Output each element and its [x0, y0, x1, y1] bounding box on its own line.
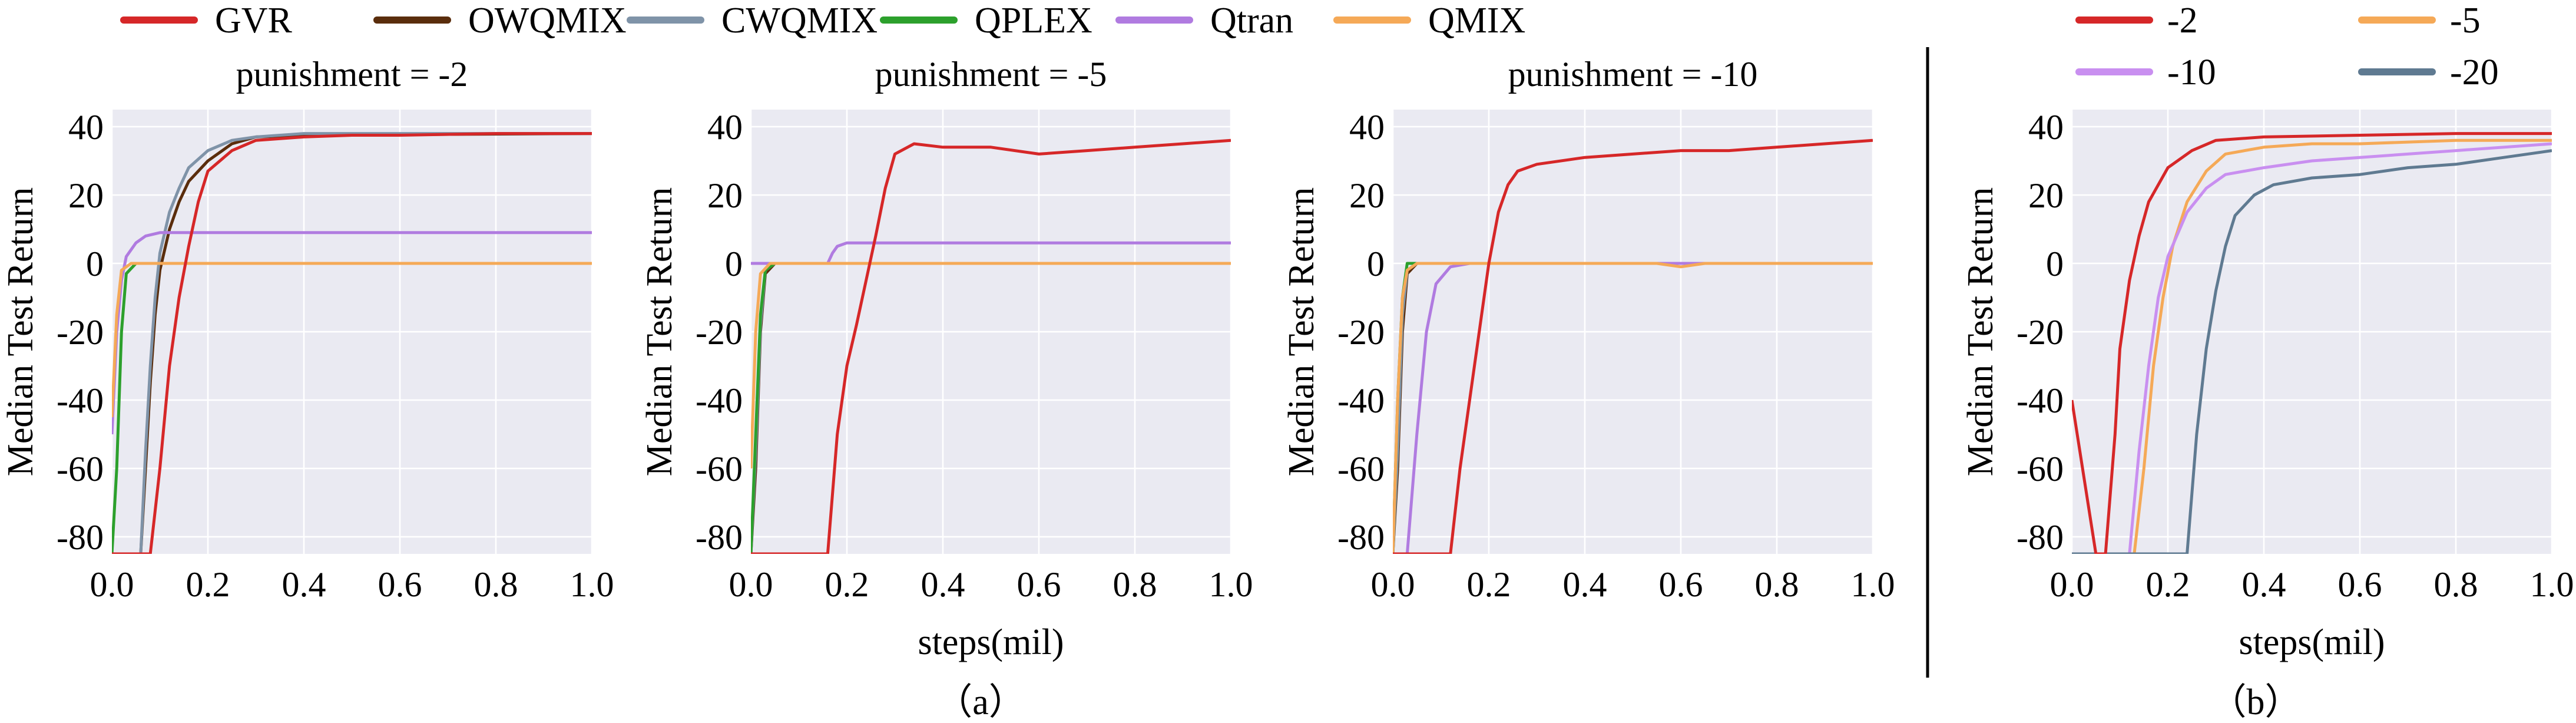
series-line-gvr — [1393, 138, 1873, 554]
y-tick-label: -20 — [1337, 313, 1385, 352]
y-tick-label: -40 — [696, 381, 743, 420]
y-tick-label: 0 — [86, 245, 104, 283]
x-tick-label: 0.6 — [1017, 565, 1061, 604]
y-tick-label: -40 — [2017, 381, 2064, 420]
y-tick-label: 20 — [1349, 176, 1385, 215]
y-axis-label: Median Test Return — [1282, 187, 1322, 476]
subplot-title: punishment = -10 — [1508, 55, 1758, 94]
x-tick-label: 0.8 — [2434, 565, 2478, 604]
x-tick-label: 0.4 — [1563, 565, 1607, 604]
subplot-3: -80 -60 -40 -20 0 20 40 0.0 0.2 0.4 0.6 0.8 1.0 punis… — [1282, 55, 1895, 604]
x-tick-label: 0.8 — [1755, 565, 1799, 604]
y-tick-label: 0 — [1367, 245, 1385, 283]
legend-b-label-0: -2 — [2167, 1, 2198, 41]
x-tick-label: 0.4 — [2242, 565, 2286, 604]
y-tick-label: -20 — [2017, 313, 2064, 352]
subplot-4: -80 -60 -40 -20 0 20 40 0.0 0.2 0.4 0.6 0.8 1.0 Media… — [1961, 108, 2574, 662]
x-axis-label: steps(mil) — [2239, 622, 2385, 662]
x-axis-label: steps(mil) — [918, 622, 1064, 662]
y-tick-label: -40 — [57, 381, 104, 420]
y-tick-label: 0 — [725, 245, 743, 283]
caption-a: （a） — [936, 682, 1025, 722]
y-tick-label: 40 — [68, 108, 104, 147]
series-line--10 — [2072, 142, 2552, 554]
x-tick-label: 0.8 — [1113, 565, 1157, 604]
subplot-title: punishment = -5 — [875, 55, 1107, 94]
subplot-2: -80 -60 -40 -20 0 20 40 0.0 0.2 0.4 0.6 0.8 1.0 punis… — [640, 55, 1253, 662]
y-tick-label: 40 — [707, 108, 743, 147]
series-line-qmix — [112, 262, 592, 418]
y-tick-label: 20 — [707, 176, 743, 215]
x-tick-label: 0.0 — [2050, 565, 2094, 604]
series-line-qmix — [1393, 262, 1873, 554]
x-tick-label: 0.8 — [474, 565, 518, 604]
x-tick-label: 1.0 — [2530, 565, 2574, 604]
legend-label-qmix: QMIX — [1428, 1, 1525, 41]
subplot-title: punishment = -2 — [236, 55, 468, 94]
y-tick-label: -80 — [1337, 518, 1385, 557]
series-line-gvr — [751, 138, 1231, 554]
legend-a: GVR OWQMIX CWQMIX QPLEX Qtran QMIX — [120, 1, 1525, 41]
x-tick-label: 1.0 — [1209, 565, 1253, 604]
legend-label-owqmix: OWQMIX — [468, 1, 627, 41]
plots: -80 -60 -40 -20 0 20 40 0.0 0.2 0.4 0.6 0.8 1.0 punis… — [1, 55, 2574, 662]
y-tick-label: -60 — [696, 450, 743, 488]
y-tick-label: -80 — [696, 518, 743, 557]
series-line--20 — [2072, 149, 2552, 554]
y-tick-label: 20 — [68, 176, 104, 215]
y-tick-label: 40 — [1349, 108, 1385, 147]
series-line--5 — [2072, 138, 2552, 554]
legend-label-gvr: GVR — [215, 1, 293, 41]
y-tick-label: -60 — [2017, 450, 2064, 488]
x-tick-label: 0.2 — [2146, 565, 2190, 604]
series-line-cwqmix — [112, 132, 592, 554]
legend-b-label-2: -10 — [2167, 52, 2216, 93]
series-line--2 — [2072, 132, 2552, 554]
y-tick-label: -20 — [57, 313, 104, 352]
x-tick-label: 0.0 — [90, 565, 134, 604]
y-tick-label: 40 — [2028, 108, 2064, 147]
y-tick-label: 20 — [2028, 176, 2064, 215]
y-tick-label: -80 — [57, 518, 104, 557]
x-tick-label: 0.4 — [921, 565, 965, 604]
y-axis-label: Median Test Return — [1961, 187, 2001, 476]
legend-label-qtran: Qtran — [1210, 1, 1293, 41]
x-tick-label: 0.2 — [1467, 565, 1511, 604]
x-tick-label: 0.0 — [729, 565, 773, 604]
caption-b: （b） — [2210, 682, 2301, 722]
series-line-qmix — [751, 262, 1231, 469]
x-tick-label: 0.6 — [2338, 565, 2382, 604]
x-tick-label: 1.0 — [1851, 565, 1895, 604]
y-tick-label: -40 — [1337, 381, 1385, 420]
legend-label-cwqmix: CWQMIX — [721, 1, 878, 41]
x-tick-label: 0.2 — [186, 565, 230, 604]
y-tick-label: -20 — [696, 313, 743, 352]
x-tick-label: 1.0 — [570, 565, 614, 604]
x-tick-label: 0.4 — [282, 565, 326, 604]
subplot-1: -80 -60 -40 -20 0 20 40 0.0 0.2 0.4 0.6 0.8 1.0 punis… — [1, 55, 614, 604]
legend-b-label-1: -5 — [2450, 1, 2481, 41]
legend-b-label-3: -20 — [2450, 52, 2499, 93]
x-tick-label: 0.0 — [1371, 565, 1415, 604]
x-tick-label: 0.2 — [825, 565, 869, 604]
y-axis-label: Median Test Return — [1, 187, 41, 476]
y-axis-label: Median Test Return — [640, 187, 680, 476]
y-tick-label: -60 — [57, 450, 104, 488]
x-tick-label: 0.6 — [378, 565, 422, 604]
legend-b: -2 -5 -10 -20 — [2075, 1, 2499, 93]
legend-label-qplex: QPLEX — [975, 1, 1092, 41]
x-tick-label: 0.6 — [1659, 565, 1703, 604]
y-tick-label: -60 — [1337, 450, 1385, 488]
series-line-gvr — [112, 132, 592, 554]
y-tick-label: -80 — [2017, 518, 2064, 557]
y-tick-label: 0 — [2046, 245, 2064, 283]
